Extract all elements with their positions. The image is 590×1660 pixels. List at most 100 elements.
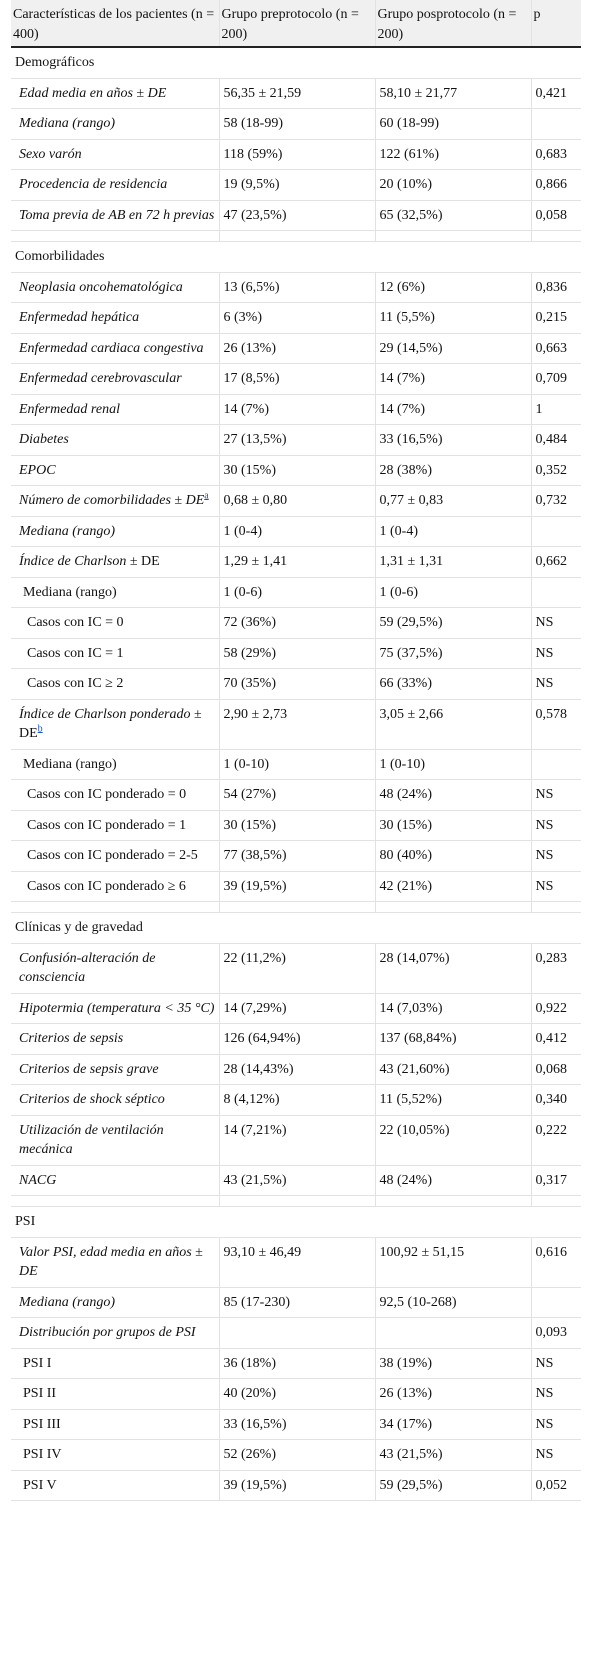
p-value: 0,283: [531, 943, 581, 994]
row-label: PSI I: [11, 1348, 220, 1379]
p-value: [531, 577, 581, 608]
row-label: Índice de Charlson ponderado ± DEb: [11, 699, 220, 750]
postprotocol-value: 28 (38%): [375, 455, 532, 486]
postprotocol-value: 58,10 ± 21,77: [375, 78, 532, 109]
footnote-link[interactable]: b: [37, 723, 43, 735]
preprotocol-value: 54 (27%): [219, 779, 376, 811]
postprotocol-value: 48 (24%): [375, 779, 532, 811]
preprotocol-value: 22 (11,2%): [219, 943, 376, 994]
footnote-link[interactable]: a: [204, 490, 209, 502]
p-value: [531, 516, 581, 547]
postprotocol-value: 59 (29,5%): [375, 607, 532, 639]
p-value: 0,215: [531, 302, 581, 334]
preprotocol-value: 93,10 ± 46,49: [219, 1237, 376, 1288]
preprotocol-value: 17 (8,5%): [219, 363, 376, 395]
table-row: Criterios de shock séptico 8 (4,12%) 11 (5…: [11, 1084, 581, 1116]
header-p-value: p: [531, 0, 581, 48]
row-label: EPOC: [11, 455, 220, 486]
table-row: Mediana (rango) 1 (0-6) 1 (0-6): [11, 577, 581, 608]
postprotocol-value: 28 (14,07%): [375, 943, 532, 994]
row-label: Enfermedad cardiaca congestiva: [11, 333, 220, 364]
row-label: Mediana (rango): [11, 577, 220, 608]
table-row: Casos con IC ponderado = 1 30 (15%) 30 (15…: [11, 810, 581, 841]
table-body: Demográficos Edad media en años ± DE 56,35…: [11, 47, 581, 1501]
preprotocol-value: 33 (16,5%): [219, 1409, 376, 1440]
preprotocol-value: 8 (4,12%): [219, 1084, 376, 1116]
p-value: 0,866: [531, 169, 581, 201]
p-value: 0,068: [531, 1054, 581, 1085]
table-row: Enfermedad cerebrovascular 17 (8,5%) 14 (7…: [11, 363, 581, 395]
p-value: 0,412: [531, 1023, 581, 1055]
preprotocol-value: 58 (29%): [219, 638, 376, 669]
p-value: 0,616: [531, 1237, 581, 1288]
table-row: Utilización de ventilación mecánica 14 (7…: [11, 1115, 581, 1166]
header-preprotocol-group: Grupo preprotocolo (n = 200): [219, 0, 376, 48]
postprotocol-value: 29 (14,5%): [375, 333, 532, 364]
preprotocol-value: 72 (36%): [219, 607, 376, 639]
row-label: Mediana (rango): [11, 516, 220, 547]
row-label-text: Mediana (rango): [23, 584, 117, 600]
row-label: PSI II: [11, 1378, 220, 1410]
section-header-row: Comorbilidades: [11, 241, 581, 273]
preprotocol-value: 70 (35%): [219, 668, 376, 700]
row-label-text: Enfermedad hepática: [19, 310, 140, 325]
preprotocol-value: 27 (13,5%): [219, 424, 376, 456]
patient-characteristics-table: Características de los pacientes (n = 40…: [11, 0, 581, 1501]
row-label: Valor PSI, edad media en años ± DE: [11, 1237, 220, 1288]
section-title: Demográficos: [11, 47, 581, 79]
row-label: Índice de Charlson ± DE: [11, 546, 220, 578]
p-value: NS: [531, 1439, 581, 1471]
row-label: Casos con IC ponderado ≥ 6: [11, 871, 220, 902]
section-spacer-row: [11, 230, 581, 242]
row-label-text: Criterios de shock séptico: [19, 1092, 165, 1107]
row-label-text: Casos con IC ponderado = 1: [27, 817, 187, 833]
section-title: Comorbilidades: [11, 241, 581, 273]
preprotocol-value: 14 (7,21%): [219, 1115, 376, 1166]
preprotocol-value: 28 (14,43%): [219, 1054, 376, 1085]
row-label: Enfermedad renal: [11, 394, 220, 425]
header-postprotocol-group: Grupo posprotocolo (n = 200): [375, 0, 532, 48]
postprotocol-value: 43 (21,60%): [375, 1054, 532, 1085]
postprotocol-value: 1 (0-10): [375, 749, 532, 780]
table-row: Mediana (rango) 58 (18-99) 60 (18-99): [11, 108, 581, 140]
table-row: PSI I 36 (18%) 38 (19%) NS: [11, 1348, 581, 1379]
p-value: 0,578: [531, 699, 581, 750]
section-spacer-row: [11, 901, 581, 913]
row-label-text: Distribución por grupos de PSI: [19, 1325, 196, 1340]
table-row: EPOC 30 (15%) 28 (38%) 0,352: [11, 455, 581, 486]
p-value: NS: [531, 668, 581, 700]
p-value: NS: [531, 840, 581, 872]
preprotocol-value: 47 (23,5%): [219, 200, 376, 231]
row-label-text: Índice de Charlson ponderado: [19, 706, 191, 722]
row-label-text: NACG: [19, 1172, 57, 1188]
p-value: [531, 749, 581, 780]
row-label-text: Sexo varón: [19, 146, 82, 162]
row-label-text: Procedencia de residencia: [19, 177, 168, 192]
preprotocol-value: 30 (15%): [219, 455, 376, 486]
p-value: NS: [531, 871, 581, 902]
preprotocol-value: 126 (64,94%): [219, 1023, 376, 1055]
postprotocol-value: 33 (16,5%): [375, 424, 532, 456]
p-value: 0,683: [531, 139, 581, 170]
postprotocol-value: 3,05 ± 2,66: [375, 699, 532, 750]
postprotocol-value: 42 (21%): [375, 871, 532, 902]
row-label-text: Mediana (rango): [19, 523, 116, 539]
row-label: Diabetes: [11, 424, 220, 456]
row-label-text: Toma previa de AB en 72 h previas: [19, 207, 215, 223]
preprotocol-value: 36 (18%): [219, 1348, 376, 1379]
section-spacer-row: [11, 1195, 581, 1207]
postprotocol-value: 92,5 (10-268): [375, 1287, 532, 1318]
postprotocol-value: 11 (5,5%): [375, 302, 532, 334]
table-row: Casos con IC ponderado = 2-5 77 (38,5%) 80…: [11, 840, 581, 872]
p-value: 0,352: [531, 455, 581, 486]
p-value: NS: [531, 638, 581, 669]
postprotocol-value: 11 (5,52%): [375, 1084, 532, 1116]
row-label: PSI IV: [11, 1439, 220, 1471]
table-row: Mediana (rango) 85 (17-230) 92,5 (10-268): [11, 1287, 581, 1318]
spacer-cell: [375, 230, 532, 242]
table-row: Hipotermia (temperatura < 35 °C) 14 (7,29…: [11, 993, 581, 1024]
postprotocol-value: 66 (33%): [375, 668, 532, 700]
p-value: NS: [531, 810, 581, 841]
row-label-text: Casos con IC = 0: [27, 615, 124, 630]
postprotocol-value: 38 (19%): [375, 1348, 532, 1379]
